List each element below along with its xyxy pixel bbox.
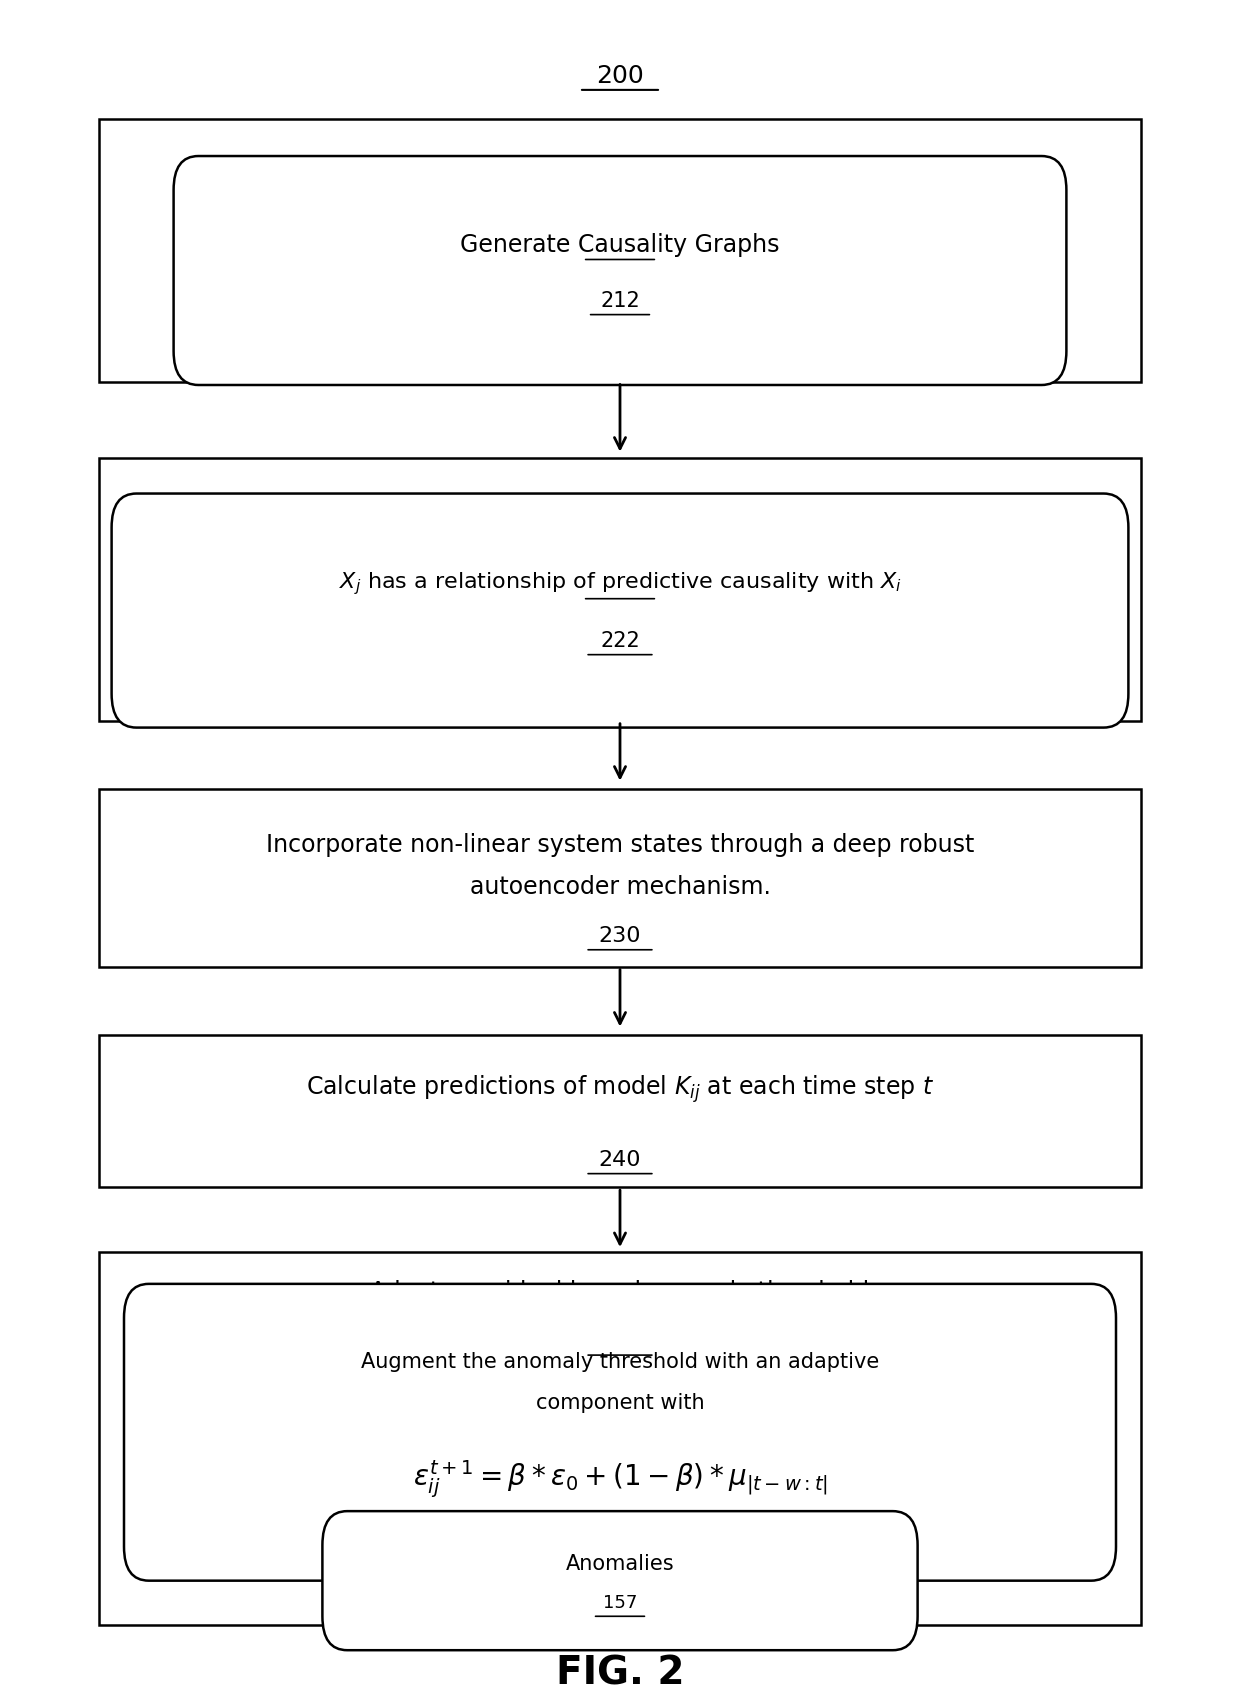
- Text: Augment the anomaly threshold with an adaptive: Augment the anomaly threshold with an ad…: [361, 1352, 879, 1372]
- FancyBboxPatch shape: [99, 119, 1141, 382]
- FancyBboxPatch shape: [124, 1284, 1116, 1581]
- Text: Calculate predictions of model $K_{ij}$ at each time step $t$: Calculate predictions of model $K_{ij}$ …: [306, 1073, 934, 1105]
- Text: 200: 200: [596, 65, 644, 88]
- FancyBboxPatch shape: [99, 788, 1141, 966]
- Text: 157: 157: [603, 1594, 637, 1611]
- FancyBboxPatch shape: [112, 494, 1128, 727]
- Text: Incorporate non-linear system states through a deep robust: Incorporate non-linear system states thr…: [265, 832, 975, 856]
- Text: Learn Temporal Causal Network $G$: Learn Temporal Causal Network $G$: [405, 508, 835, 537]
- Text: 210: 210: [599, 236, 641, 256]
- Text: FIG. 2: FIG. 2: [556, 1656, 684, 1693]
- Text: 230: 230: [599, 925, 641, 946]
- Text: Generate Causality Graphs: Generate Causality Graphs: [460, 233, 780, 256]
- Text: $\epsilon_{ij}^{t+1} = \beta * \epsilon_0 + (1 - \beta) * \mu_{|t-w:t|}$: $\epsilon_{ij}^{t+1} = \beta * \epsilon_…: [413, 1459, 827, 1499]
- FancyBboxPatch shape: [99, 1251, 1141, 1625]
- FancyBboxPatch shape: [99, 458, 1141, 720]
- Text: 212: 212: [600, 290, 640, 311]
- FancyBboxPatch shape: [174, 156, 1066, 385]
- Text: 220: 220: [599, 576, 641, 594]
- Text: $X_j$ has a relationship of predictive causality with $X_i$: $X_j$ has a relationship of predictive c…: [339, 571, 901, 596]
- Text: 240: 240: [599, 1150, 641, 1170]
- Text: Adopt a residual based anomaly threshold: Adopt a residual based anomaly threshold: [371, 1280, 869, 1304]
- FancyBboxPatch shape: [322, 1511, 918, 1650]
- Text: 250: 250: [599, 1331, 641, 1352]
- Text: Anomalies: Anomalies: [565, 1554, 675, 1574]
- Text: Model Pair-wise Component Relationships: Model Pair-wise Component Relationships: [360, 171, 880, 195]
- FancyBboxPatch shape: [99, 1034, 1141, 1187]
- Text: 252: 252: [600, 1510, 640, 1530]
- Text: 222: 222: [600, 632, 640, 650]
- Text: autoencoder mechanism.: autoencoder mechanism.: [470, 874, 770, 898]
- Text: component with: component with: [536, 1392, 704, 1413]
